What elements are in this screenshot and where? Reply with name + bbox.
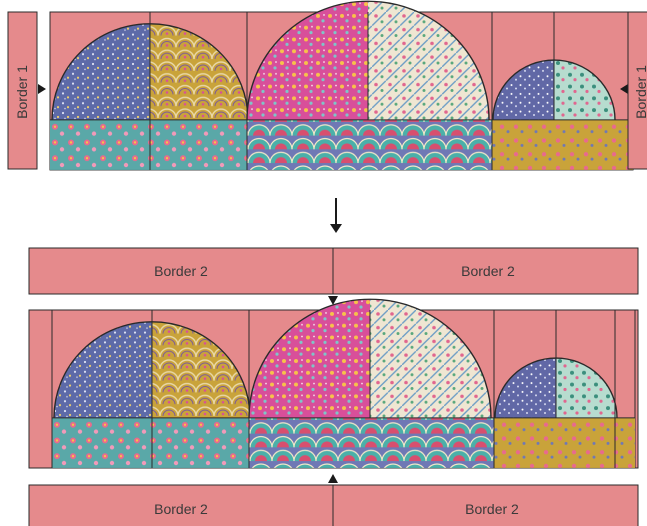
- triangle-pointer-icon: [38, 84, 46, 94]
- border-2-bottom-right-label: Border 2: [465, 501, 519, 517]
- border-2-bottom-right: [332, 484, 639, 526]
- quilt-block-top: [49, 0, 634, 171]
- border-2-bottom-left: [28, 484, 334, 526]
- border-1-left-strip: [7, 11, 38, 170]
- border-1-left-label: Border 1: [14, 65, 30, 119]
- triangle-pointer-icon: [620, 84, 628, 94]
- border-2-top-right: [332, 247, 639, 295]
- border-2-bottom-left-label: Border 2: [154, 501, 208, 517]
- quilt-block-bottom: [51, 298, 636, 469]
- step1-group: Border 1 Border 1: [7, 0, 647, 171]
- border-1-right-label: Border 1: [633, 65, 647, 119]
- step2-group: Border 2 Border 2 Border 2 Border 2: [28, 247, 639, 526]
- border-2-top-left-label: Border 2: [154, 263, 208, 279]
- triangle-pointer-icon: [328, 474, 338, 483]
- border-1-right-strip: [627, 11, 647, 170]
- border-2-top-right-label: Border 2: [461, 263, 515, 279]
- arrow-down-icon: [330, 198, 342, 233]
- triangle-pointer-icon: [328, 296, 338, 305]
